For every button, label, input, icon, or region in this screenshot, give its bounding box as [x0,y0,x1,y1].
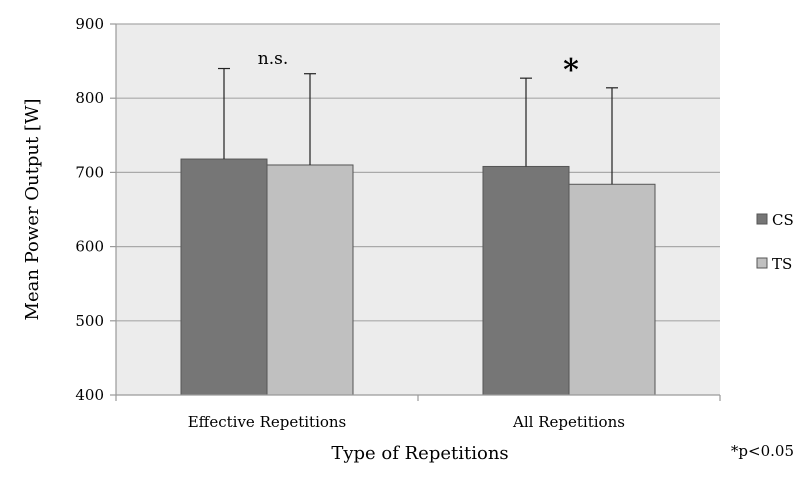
x-tick-labels: Effective Repetitions All Repetitions [188,413,625,431]
legend: CS TS [756,211,794,273]
bar-cs [180,158,268,396]
bar-ts [568,183,656,396]
error-bars [218,67,618,185]
bar-ts [266,164,354,396]
x-tick-label: Effective Repetitions [188,413,347,431]
x-tick-label: All Repetitions [512,413,625,431]
axes [110,23,721,401]
footnote: *p<0.05 [731,442,794,460]
y-tick-label: 700 [75,163,104,181]
legend-swatch-cs [756,213,768,225]
legend-label-ts: TS [772,255,792,273]
annotation-significance-star: * [563,53,579,88]
legend-swatch-ts [756,257,768,269]
y-tick-label: 400 [75,386,104,404]
y-tick-labels: 400 500 600 700 800 900 [75,15,104,404]
legend-label-cs: CS [772,211,794,229]
x-axis-title: Type of Repetitions [331,443,508,464]
y-tick-label: 600 [75,238,104,256]
bars [180,158,656,396]
y-axis-title: Mean Power Output [W] [22,99,43,321]
y-tick-label: 800 [75,89,104,107]
y-tick-label: 500 [75,312,104,330]
bar-cs [482,165,570,396]
y-tick-label: 900 [75,15,104,33]
annotation-ns: n.s. [258,49,288,69]
